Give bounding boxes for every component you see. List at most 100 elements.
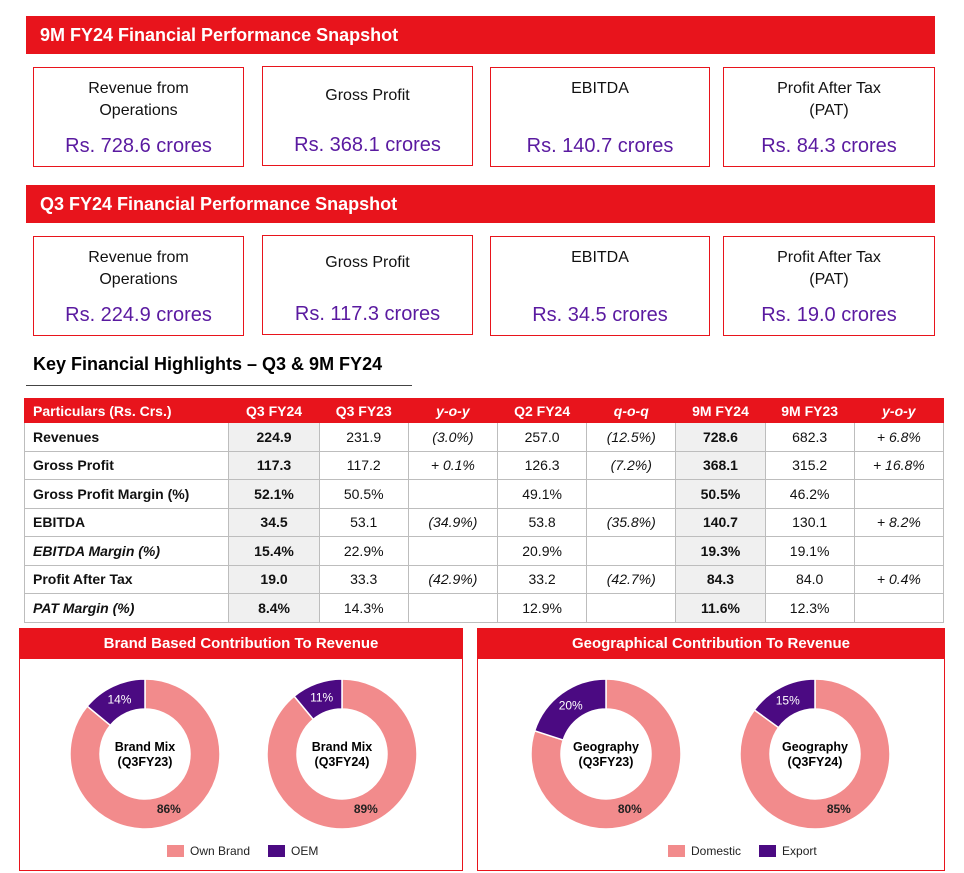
table-cell: + 6.8% xyxy=(853,422,945,452)
row-label: Gross Profit Margin (%) xyxy=(23,479,230,509)
table-cell: 34.5 xyxy=(228,507,320,537)
table-cell: (42.7%) xyxy=(586,564,677,594)
donut-center-label: (Q3FY24) xyxy=(788,755,843,769)
row-label: EBITDA xyxy=(23,507,230,537)
table-cell: 126.3 xyxy=(496,450,588,480)
table-cell: 50.5% xyxy=(675,479,766,509)
table-cell: 20.9% xyxy=(496,536,588,566)
table-row: EBITDA Margin (%) 15.4% 22.9% 20.9% 19.3% 19.… xyxy=(23,536,945,566)
slice-oem xyxy=(86,678,146,727)
table-cell: 49.1% xyxy=(496,479,588,509)
brand-mix-q3fy23-donut: 14% 86% Brand Mix(Q3FY23) xyxy=(69,678,221,830)
table-cell xyxy=(586,536,677,566)
col-header: Q3 FY24 xyxy=(228,398,320,423)
table-cell: 19.1% xyxy=(764,536,855,566)
kpi-q3-ebitda: EBITDA Rs. 34.5 crores xyxy=(490,236,710,336)
legend-item: Domestic xyxy=(668,844,741,858)
kpi-q3-revenue: Revenue from Operations Rs. 224.9 crores xyxy=(33,236,244,336)
col-header: q-o-q xyxy=(586,398,677,423)
row-label: PAT Margin (%) xyxy=(23,593,230,623)
geo-legend: Domestic Export xyxy=(668,844,817,858)
donut-center-label: (Q3FY24) xyxy=(315,755,370,769)
snapshot-q3-header: Q3 FY24 Financial Performance Snapshot xyxy=(26,185,935,223)
table-cell: (34.9%) xyxy=(407,507,499,537)
slice-label-major: 86% xyxy=(157,802,181,816)
kpi-9m-revenue: Revenue from Operations Rs. 728.6 crores xyxy=(33,67,244,167)
kpi-label: EBITDA xyxy=(571,249,629,266)
kpi-value: Rs. 224.9 crores xyxy=(65,304,212,326)
table-cell xyxy=(853,479,945,509)
slice-export xyxy=(533,678,607,742)
col-header: y-o-y xyxy=(407,398,499,423)
table-cell: (42.9%) xyxy=(407,564,499,594)
legend-item: OEM xyxy=(268,844,318,858)
donut-center-label: Geography xyxy=(573,740,639,754)
kpi-label: Profit After Tax (PAT) xyxy=(777,80,881,119)
kpi-value: Rs. 84.3 crores xyxy=(761,135,897,157)
donut-center-label: Brand Mix xyxy=(115,740,175,754)
table-cell: 33.3 xyxy=(318,564,409,594)
geography-q3fy24-donut: 15% 85% Geography(Q3FY24) xyxy=(739,678,891,830)
table-cell xyxy=(586,593,677,623)
table-cell: 728.6 xyxy=(675,422,766,452)
table-cell: 84.3 xyxy=(675,564,766,594)
kpi-value: Rs. 728.6 crores xyxy=(65,135,212,157)
kpi-9m-gross-profit: Gross Profit Rs. 368.1 crores xyxy=(262,66,473,166)
donut-center-label: (Q3FY23) xyxy=(118,755,173,769)
legend-item: Own Brand xyxy=(167,844,250,858)
kpi-q3-pat: Profit After Tax (PAT) Rs. 19.0 crores xyxy=(723,236,935,336)
slice-export xyxy=(753,678,816,729)
slice-label-major: 80% xyxy=(618,802,642,816)
kpi-q3-gross-profit: Gross Profit Rs. 117.3 crores xyxy=(262,235,473,335)
table-cell: (12.5%) xyxy=(586,422,677,452)
brand-contribution-panel: Brand Based Contribution To Revenue 14% 8… xyxy=(19,628,463,871)
kpi-label: Gross Profit xyxy=(325,254,410,271)
slice-oem xyxy=(293,678,343,721)
donut-center-label: Geography xyxy=(782,740,848,754)
slice-label-minor: 14% xyxy=(107,693,131,707)
legend-swatch xyxy=(759,845,777,857)
table-cell: 84.0 xyxy=(764,564,855,594)
slice-domestic xyxy=(739,678,891,830)
table-row: PAT Margin (%) 8.4% 14.3% 12.9% 11.6% 12.3% xyxy=(23,593,945,623)
legend-label: Domestic xyxy=(691,844,742,858)
slice-label-major: 85% xyxy=(827,802,851,816)
kpi-label: Revenue from Operations xyxy=(88,249,189,288)
table-cell: 19.3% xyxy=(675,536,766,566)
table-row: Gross Profit 117.3 117.2 + 0.1% 126.3 (7.2%) 3… xyxy=(23,450,945,480)
kpi-9m-ebitda: EBITDA Rs. 140.7 crores xyxy=(490,67,710,167)
table-cell: 257.0 xyxy=(496,422,588,452)
legend-label: Own Brand xyxy=(190,844,251,858)
snapshot-9m-header: 9M FY24 Financial Performance Snapshot xyxy=(26,16,935,54)
slice-label-minor: 11% xyxy=(310,691,333,705)
table-cell: 22.9% xyxy=(318,536,409,566)
table-cell: 12.9% xyxy=(496,593,588,623)
col-header: 9M FY23 xyxy=(764,398,855,423)
col-header: 9M FY24 xyxy=(675,398,766,423)
table-cell: + 0.4% xyxy=(853,564,945,594)
kpi-value: Rs. 368.1 crores xyxy=(294,134,441,156)
slice-label-minor: 15% xyxy=(776,694,800,708)
highlights-underline xyxy=(26,385,412,386)
kpi-label: Profit After Tax (PAT) xyxy=(777,249,881,288)
table-cell: 140.7 xyxy=(675,507,766,537)
table-cell: 14.3% xyxy=(318,593,409,623)
table-cell: 12.3% xyxy=(764,593,855,623)
col-header: Q3 FY23 xyxy=(318,398,409,423)
legend-swatch xyxy=(668,845,685,857)
slice-own-brand xyxy=(266,678,418,830)
table-row: EBITDA 34.5 53.1 (34.9%) 53.8 (35.8%) 140.7 130… xyxy=(23,507,945,537)
table-cell: 53.8 xyxy=(496,507,588,537)
table-cell: 315.2 xyxy=(764,450,855,480)
table-cell xyxy=(586,479,677,509)
table-cell: 46.2% xyxy=(764,479,855,509)
slice-label-major: 89% xyxy=(354,802,378,816)
table-cell: (35.8%) xyxy=(586,507,677,537)
table-cell: 117.2 xyxy=(318,450,409,480)
legend-label: OEM xyxy=(291,844,319,858)
table-cell: + 16.8% xyxy=(853,450,945,480)
table-cell xyxy=(407,536,499,566)
table-cell: 50.5% xyxy=(318,479,409,509)
table-cell xyxy=(407,479,499,509)
table-header-row: Particulars (Rs. Crs.) Q3 FY24 Q3 FY23 y… xyxy=(23,398,945,423)
